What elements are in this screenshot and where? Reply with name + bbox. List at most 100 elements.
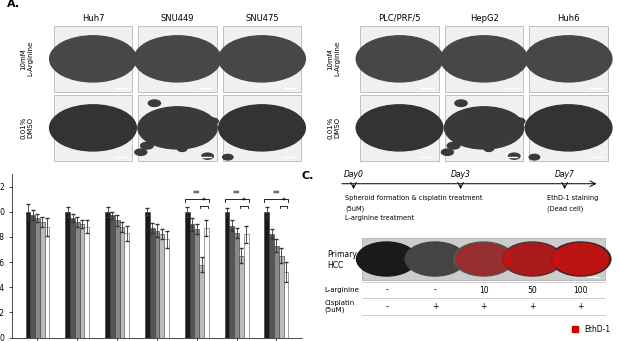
Text: (Dead cell): (Dead cell) xyxy=(547,205,583,211)
Text: SNU449: SNU449 xyxy=(161,14,194,23)
Text: HepG2: HepG2 xyxy=(470,14,498,23)
Bar xyxy=(80,224,84,338)
Bar xyxy=(269,234,274,338)
Bar xyxy=(125,233,129,338)
Legend: EthD-1: EthD-1 xyxy=(572,325,610,334)
Circle shape xyxy=(508,153,520,159)
Text: **: ** xyxy=(193,190,201,199)
Text: Cisplatin
(5uM): Cisplatin (5uM) xyxy=(325,300,355,313)
Circle shape xyxy=(202,153,213,159)
Bar xyxy=(234,233,239,338)
Circle shape xyxy=(50,36,136,82)
Text: 10: 10 xyxy=(479,286,489,295)
Text: **: ** xyxy=(273,190,280,199)
Circle shape xyxy=(356,105,443,151)
Circle shape xyxy=(456,243,512,275)
Bar xyxy=(75,222,80,338)
Circle shape xyxy=(454,242,514,276)
Bar xyxy=(110,216,115,338)
Circle shape xyxy=(50,105,136,151)
Text: Huh6: Huh6 xyxy=(557,14,580,23)
Circle shape xyxy=(219,36,305,82)
Text: C.: C. xyxy=(301,170,314,181)
Text: 10mM
L-Arginine: 10mM L-Arginine xyxy=(327,41,340,76)
Bar xyxy=(65,212,70,338)
Text: L-arginine: L-arginine xyxy=(325,287,360,293)
Bar xyxy=(150,228,154,338)
Text: -: - xyxy=(385,286,388,295)
Text: Huh7: Huh7 xyxy=(82,14,104,23)
Text: EthD-1 staining: EthD-1 staining xyxy=(547,195,599,201)
Bar xyxy=(445,95,523,161)
Bar xyxy=(190,224,195,338)
Circle shape xyxy=(135,149,147,155)
Bar xyxy=(529,26,608,92)
Bar xyxy=(362,238,605,280)
Circle shape xyxy=(455,100,467,106)
Text: Day0: Day0 xyxy=(343,170,363,179)
Bar xyxy=(25,212,30,338)
Bar xyxy=(244,234,249,338)
Bar xyxy=(229,225,234,338)
Bar xyxy=(159,234,164,338)
Circle shape xyxy=(356,242,417,276)
Bar xyxy=(445,26,523,92)
Text: +: + xyxy=(432,302,438,311)
Text: Day7: Day7 xyxy=(555,170,575,179)
Circle shape xyxy=(223,154,233,160)
Circle shape xyxy=(445,107,524,149)
Circle shape xyxy=(513,118,525,124)
Bar xyxy=(360,26,439,92)
Bar xyxy=(239,256,244,338)
Circle shape xyxy=(356,36,443,82)
Bar xyxy=(120,227,125,338)
Text: A.: A. xyxy=(6,0,20,9)
Bar xyxy=(105,212,110,338)
Circle shape xyxy=(177,147,187,151)
Text: 10mM
L-Arginine: 10mM L-Arginine xyxy=(20,41,33,76)
Bar xyxy=(138,26,217,92)
Text: 100: 100 xyxy=(574,286,588,295)
Text: L-arginine treatment: L-arginine treatment xyxy=(345,215,414,221)
Bar xyxy=(45,227,50,338)
Bar xyxy=(283,272,288,338)
Text: -: - xyxy=(434,286,436,295)
Text: -: - xyxy=(385,302,388,311)
Circle shape xyxy=(148,100,161,106)
Text: +: + xyxy=(480,302,487,311)
Bar xyxy=(154,231,159,338)
Circle shape xyxy=(484,147,494,151)
Text: *: * xyxy=(242,196,246,206)
Text: Day3: Day3 xyxy=(451,170,471,179)
Circle shape xyxy=(141,142,153,149)
Text: +: + xyxy=(578,302,584,311)
Bar xyxy=(185,212,190,338)
Bar xyxy=(70,218,75,338)
Circle shape xyxy=(529,154,539,160)
Bar xyxy=(223,95,301,161)
Circle shape xyxy=(525,36,612,82)
Circle shape xyxy=(134,36,221,82)
Circle shape xyxy=(405,242,465,276)
Bar xyxy=(224,212,229,338)
Bar xyxy=(223,26,301,92)
Text: Primary: Primary xyxy=(327,250,358,259)
Bar xyxy=(529,95,608,161)
Text: (5uM): (5uM) xyxy=(345,205,364,211)
Text: Spheroid formation & cisplatin treatment: Spheroid formation & cisplatin treatment xyxy=(345,195,482,201)
Bar xyxy=(164,239,169,338)
Text: *: * xyxy=(281,196,286,206)
Text: 0.01%
DMSO: 0.01% DMSO xyxy=(327,117,340,139)
Bar xyxy=(199,265,204,338)
Circle shape xyxy=(219,105,305,151)
Bar xyxy=(138,95,217,161)
Circle shape xyxy=(138,107,217,149)
Bar xyxy=(145,212,150,338)
Text: SNU475: SNU475 xyxy=(245,14,279,23)
Circle shape xyxy=(505,243,560,275)
Circle shape xyxy=(551,242,611,276)
Circle shape xyxy=(206,118,218,124)
Bar xyxy=(204,228,209,338)
Circle shape xyxy=(441,36,528,82)
Circle shape xyxy=(525,105,612,151)
